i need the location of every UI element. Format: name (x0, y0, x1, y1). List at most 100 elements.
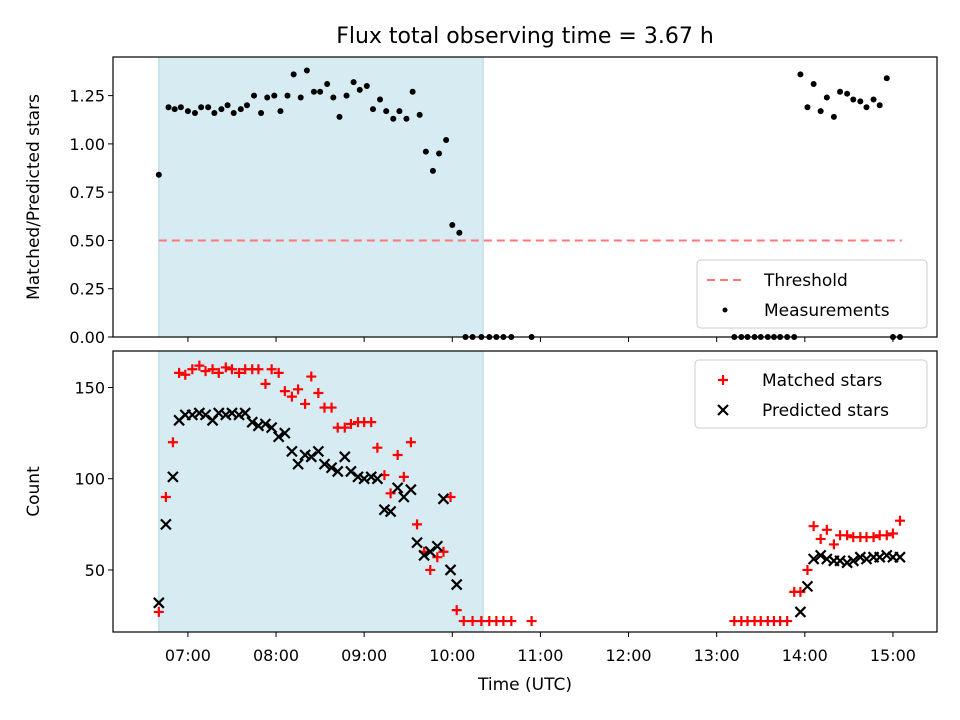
measurement-point (409, 88, 416, 95)
measurement-point (390, 115, 397, 122)
predicted-star-marker (873, 551, 886, 563)
predicted-star-marker (239, 407, 251, 419)
matched-star-marker (458, 616, 469, 627)
predicted-star-marker (272, 430, 285, 443)
y-tick-label: 0.00 (69, 328, 105, 347)
matched-star-marker (207, 364, 218, 375)
x-tick-label: 14:00 (782, 646, 828, 665)
x-tick-label: 10:00 (429, 646, 475, 665)
measurement-point (303, 67, 310, 74)
y-tick-label: 150 (74, 378, 105, 397)
matched-star-marker (366, 417, 377, 428)
axes-frame (112, 56, 938, 338)
measurement-point (324, 81, 331, 88)
predicted-star-marker (305, 451, 318, 463)
predicted-star-marker (312, 445, 325, 458)
measurement-point (258, 110, 265, 116)
series-matched-stars (153, 360, 905, 627)
measurement-point (883, 75, 890, 82)
measurement-point (177, 104, 184, 111)
legend-measurement-marker (722, 307, 728, 313)
x-tick-label: 11:00 (517, 646, 563, 665)
matched-star-marker (372, 442, 383, 453)
matched-star-marker (815, 533, 826, 544)
matched-star-marker (266, 364, 277, 375)
legend-box (694, 359, 928, 429)
matched-star-marker (253, 364, 264, 375)
measurement-point (205, 104, 212, 111)
predicted-star-marker (318, 458, 331, 470)
measurement-point (377, 96, 384, 103)
measurement-point (363, 82, 370, 89)
matched-star-marker (174, 367, 185, 378)
legend-label: Predicted stars (762, 401, 889, 421)
measurement-point (224, 102, 231, 109)
predicted-star-marker (259, 418, 272, 430)
matched-star-marker (167, 437, 178, 448)
y-tick-label: 0.25 (69, 280, 105, 299)
legend-label: Measurements (764, 301, 890, 321)
matched-star-marker (273, 367, 284, 378)
measurement-point (830, 113, 837, 120)
measurement-point (251, 92, 258, 99)
y-tick-label: 1.00 (69, 135, 105, 154)
measurement-point (155, 171, 162, 178)
x-tick-label: 12:00 (605, 646, 651, 665)
measurement-point (876, 102, 883, 109)
measurement-point (850, 96, 857, 103)
predicted-star-marker (431, 540, 444, 553)
matched-star-marker (306, 371, 317, 382)
predicted-star-marker (894, 551, 906, 563)
predicted-star-marker (160, 518, 172, 531)
matched-star-marker (187, 364, 198, 375)
predicted-star-marker (411, 536, 423, 549)
legend-box (696, 259, 928, 329)
measurement-point (198, 104, 205, 111)
predicted-star-marker (371, 472, 384, 485)
x-tick-label: 09:00 (341, 646, 387, 665)
y-axis-label: Count (24, 466, 44, 517)
matched-star-marker (842, 530, 853, 541)
matched-star-marker (213, 367, 224, 378)
measurement-point (810, 81, 817, 88)
matched-star-marker (808, 521, 819, 532)
predicted-star-marker (424, 545, 437, 558)
predicted-star-marker (325, 462, 338, 474)
predicted-star-marker (847, 555, 860, 567)
matched-star-marker (200, 366, 211, 377)
matched-star-marker (432, 552, 443, 563)
legend-label: Threshold (763, 271, 848, 291)
measurement-point (211, 110, 218, 116)
matched-star-marker (506, 616, 517, 627)
predicted-star-marker (391, 482, 404, 494)
measurement-point (171, 106, 178, 113)
measurement-point (403, 115, 410, 122)
predicted-star-marker (807, 553, 820, 565)
measurement-point (350, 79, 357, 86)
measurement-point (436, 150, 443, 157)
predicted-star-marker (286, 445, 298, 458)
x-axis-label: Time (UTC) (477, 675, 572, 695)
matched-star-marker (226, 364, 237, 375)
measurement-point (218, 106, 225, 113)
legend: Matched stars Predicted stars (694, 359, 928, 429)
matched-star-marker (194, 360, 205, 371)
x-tick-label: 13:00 (694, 646, 740, 665)
measurement-point (297, 94, 304, 101)
matched-star-marker (220, 362, 231, 373)
y-tick-label: 50 (85, 561, 105, 580)
predicted-star-marker (418, 549, 430, 562)
measurement-point (837, 88, 844, 95)
matched-star-marker (425, 564, 436, 575)
matched-star-marker (821, 524, 832, 535)
matched-star-marker (802, 564, 813, 575)
matched-star-marker (313, 387, 324, 398)
matched-star-marker (286, 391, 297, 402)
matched-star-marker (868, 532, 879, 543)
predicted-star-marker (265, 421, 278, 434)
matched-star-marker (526, 616, 537, 627)
matched-star-marker (392, 450, 403, 461)
legend-label: Matched stars (762, 371, 882, 391)
matched-star-marker (795, 586, 806, 597)
